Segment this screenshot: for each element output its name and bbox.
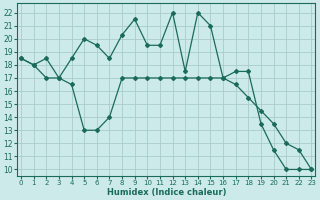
X-axis label: Humidex (Indice chaleur): Humidex (Indice chaleur) bbox=[107, 188, 226, 197]
